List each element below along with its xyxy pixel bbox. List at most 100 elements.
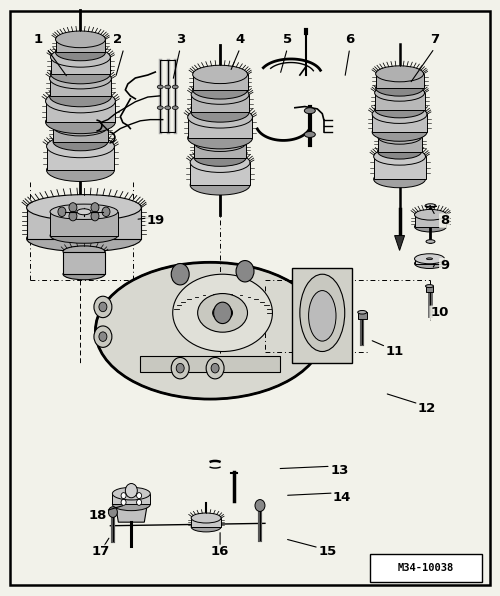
Circle shape [214, 302, 232, 324]
Circle shape [94, 326, 112, 347]
Text: 4: 4 [236, 33, 244, 46]
Circle shape [136, 493, 141, 499]
Ellipse shape [26, 225, 142, 252]
Ellipse shape [194, 149, 246, 166]
Ellipse shape [46, 89, 116, 113]
Ellipse shape [374, 85, 424, 101]
Text: 18: 18 [88, 508, 107, 522]
Text: 3: 3 [176, 33, 185, 46]
Text: 6: 6 [345, 33, 354, 46]
Ellipse shape [46, 159, 114, 181]
Bar [378, 137, 422, 152]
Circle shape [171, 263, 189, 285]
Bar [56, 39, 106, 52]
Ellipse shape [50, 204, 118, 219]
Bar [358, 312, 366, 319]
Text: 13: 13 [330, 464, 349, 477]
Circle shape [94, 296, 112, 318]
Text: 1: 1 [34, 33, 42, 46]
Ellipse shape [172, 85, 178, 89]
Circle shape [136, 499, 141, 505]
Bar [46, 147, 114, 170]
Bar [188, 117, 252, 138]
Ellipse shape [50, 228, 118, 243]
Text: 2: 2 [114, 33, 122, 46]
Ellipse shape [164, 106, 170, 110]
Ellipse shape [53, 117, 108, 136]
Ellipse shape [50, 47, 110, 67]
Bar [374, 93, 424, 110]
Ellipse shape [191, 85, 249, 104]
Ellipse shape [414, 209, 446, 220]
Bar [370, 554, 482, 582]
Ellipse shape [212, 305, 233, 321]
Circle shape [121, 499, 126, 505]
Ellipse shape [96, 262, 325, 399]
Ellipse shape [426, 240, 435, 243]
Ellipse shape [376, 66, 424, 82]
Circle shape [176, 364, 184, 373]
Circle shape [58, 207, 66, 216]
Ellipse shape [172, 106, 178, 110]
Circle shape [99, 302, 107, 312]
Ellipse shape [191, 522, 221, 532]
Ellipse shape [358, 311, 366, 314]
Ellipse shape [194, 134, 246, 151]
Text: 8: 8 [440, 214, 449, 227]
Ellipse shape [112, 498, 150, 511]
Bar [414, 215, 446, 226]
Text: M34-10038: M34-10038 [398, 563, 454, 573]
Bar [191, 518, 221, 527]
Text: 16: 16 [211, 545, 230, 558]
Text: 10: 10 [430, 306, 448, 319]
Polygon shape [116, 504, 148, 522]
Ellipse shape [50, 64, 110, 84]
Ellipse shape [46, 135, 114, 158]
Text: 5: 5 [283, 33, 292, 46]
Circle shape [91, 212, 99, 221]
Ellipse shape [304, 132, 316, 138]
Circle shape [121, 493, 126, 499]
Ellipse shape [56, 44, 106, 61]
Circle shape [108, 507, 118, 517]
Ellipse shape [50, 86, 112, 107]
Bar [50, 57, 110, 74]
Ellipse shape [372, 123, 427, 141]
Text: 14: 14 [333, 491, 351, 504]
Ellipse shape [191, 103, 249, 122]
Bar [46, 101, 116, 122]
Bar [426, 286, 434, 292]
Ellipse shape [112, 488, 150, 500]
Ellipse shape [414, 254, 444, 264]
Circle shape [126, 483, 138, 498]
Ellipse shape [56, 31, 106, 48]
Ellipse shape [426, 285, 434, 288]
Circle shape [211, 364, 219, 373]
Text: 7: 7 [430, 33, 439, 46]
Ellipse shape [190, 175, 250, 195]
Text: 11: 11 [386, 345, 404, 358]
Bar [50, 79, 112, 97]
Bar [191, 95, 249, 113]
Ellipse shape [172, 274, 272, 352]
Bar [53, 127, 108, 142]
Ellipse shape [192, 66, 248, 83]
Bar [112, 493, 150, 504]
Bar [50, 212, 118, 235]
Bar [194, 143, 246, 158]
Text: 9: 9 [440, 259, 449, 272]
Bar [372, 114, 427, 132]
Text: 15: 15 [318, 545, 336, 558]
Ellipse shape [188, 127, 252, 149]
Ellipse shape [164, 85, 170, 89]
Ellipse shape [374, 101, 424, 118]
Ellipse shape [426, 258, 432, 260]
Ellipse shape [26, 195, 142, 221]
Ellipse shape [50, 69, 112, 89]
Ellipse shape [190, 153, 250, 172]
Circle shape [91, 203, 99, 212]
Text: 19: 19 [146, 214, 165, 227]
Bar [192, 74, 248, 90]
Ellipse shape [414, 259, 444, 269]
Ellipse shape [374, 170, 426, 188]
